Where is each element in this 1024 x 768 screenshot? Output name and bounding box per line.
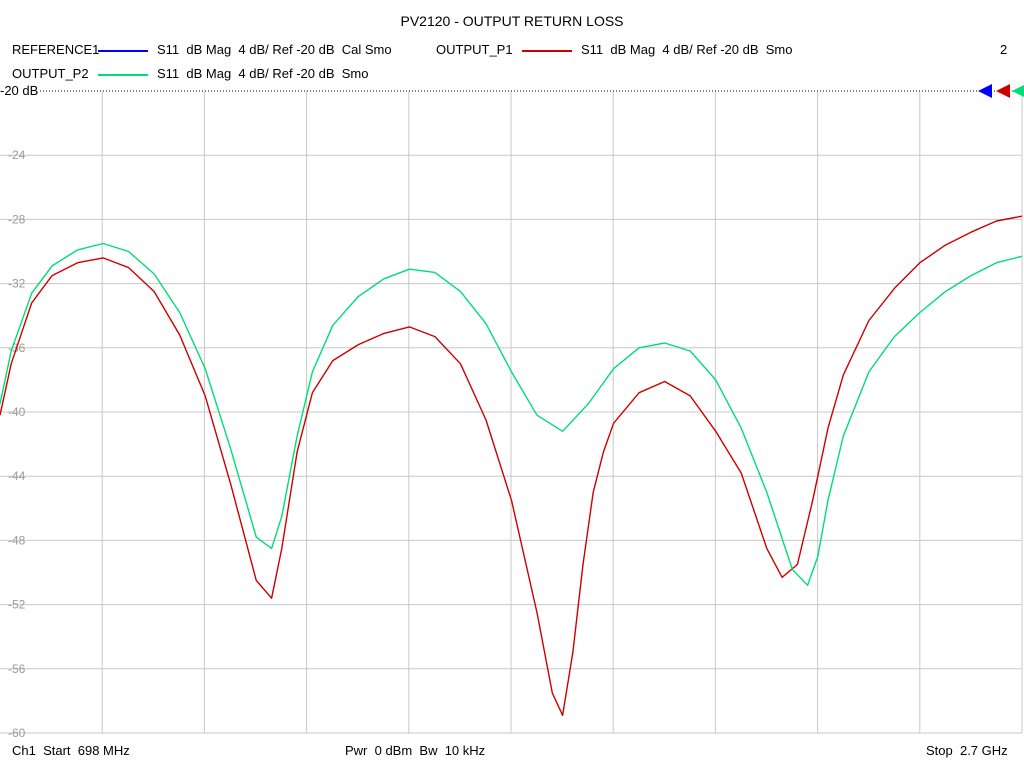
y-tick-label: -60: [8, 726, 26, 740]
footer-stop: Stop 2.7 GHz: [926, 743, 1008, 758]
ref-level-label: -20 dB: [0, 83, 39, 98]
reference-marker-icon: [1012, 85, 1024, 97]
y-tick-label: -52: [8, 598, 26, 612]
y-tick-label: -32: [8, 277, 26, 291]
legend-name-reference1: REFERENCE1: [12, 42, 100, 57]
reference-marker-icon: [978, 84, 992, 98]
legend-swatch-reference1: [98, 50, 148, 52]
legend-name-output-p1: OUTPUT_P1: [436, 42, 513, 57]
legend-name-output-p2: OUTPUT_P2: [12, 66, 89, 81]
y-tick-label: -44: [8, 469, 26, 483]
chart-title: PV2120 - OUTPUT RETURN LOSS: [400, 13, 624, 29]
y-tick-label: -40: [8, 405, 26, 419]
trace-output-p1: [0, 215, 1023, 716]
page-number: 2: [1000, 42, 1008, 57]
footer-power-bandwidth: Pwr 0 dBm Bw 10 kHz: [345, 743, 486, 758]
y-tick-label: -56: [8, 662, 26, 676]
trace-output-p2: [0, 242, 1023, 586]
y-tick-label: -28: [8, 212, 26, 226]
legend-desc-reference1: S11 dB Mag 4 dB/ Ref -20 dB Cal Smo: [157, 42, 392, 57]
y-tick-label: -24: [8, 148, 26, 162]
legend-swatch-output-p1: [522, 50, 572, 52]
y-tick-label: -48: [8, 533, 26, 547]
footer-start: Ch1 Start 698 MHz: [12, 743, 130, 758]
legend-swatch-output-p2: [98, 74, 148, 76]
legend-desc-output-p2: S11 dB Mag 4 dB/ Ref -20 dB Smo: [157, 66, 369, 81]
legend-desc-output-p1: S11 dB Mag 4 dB/ Ref -20 dB Smo: [581, 42, 793, 57]
reference-marker-icon: [996, 84, 1010, 98]
